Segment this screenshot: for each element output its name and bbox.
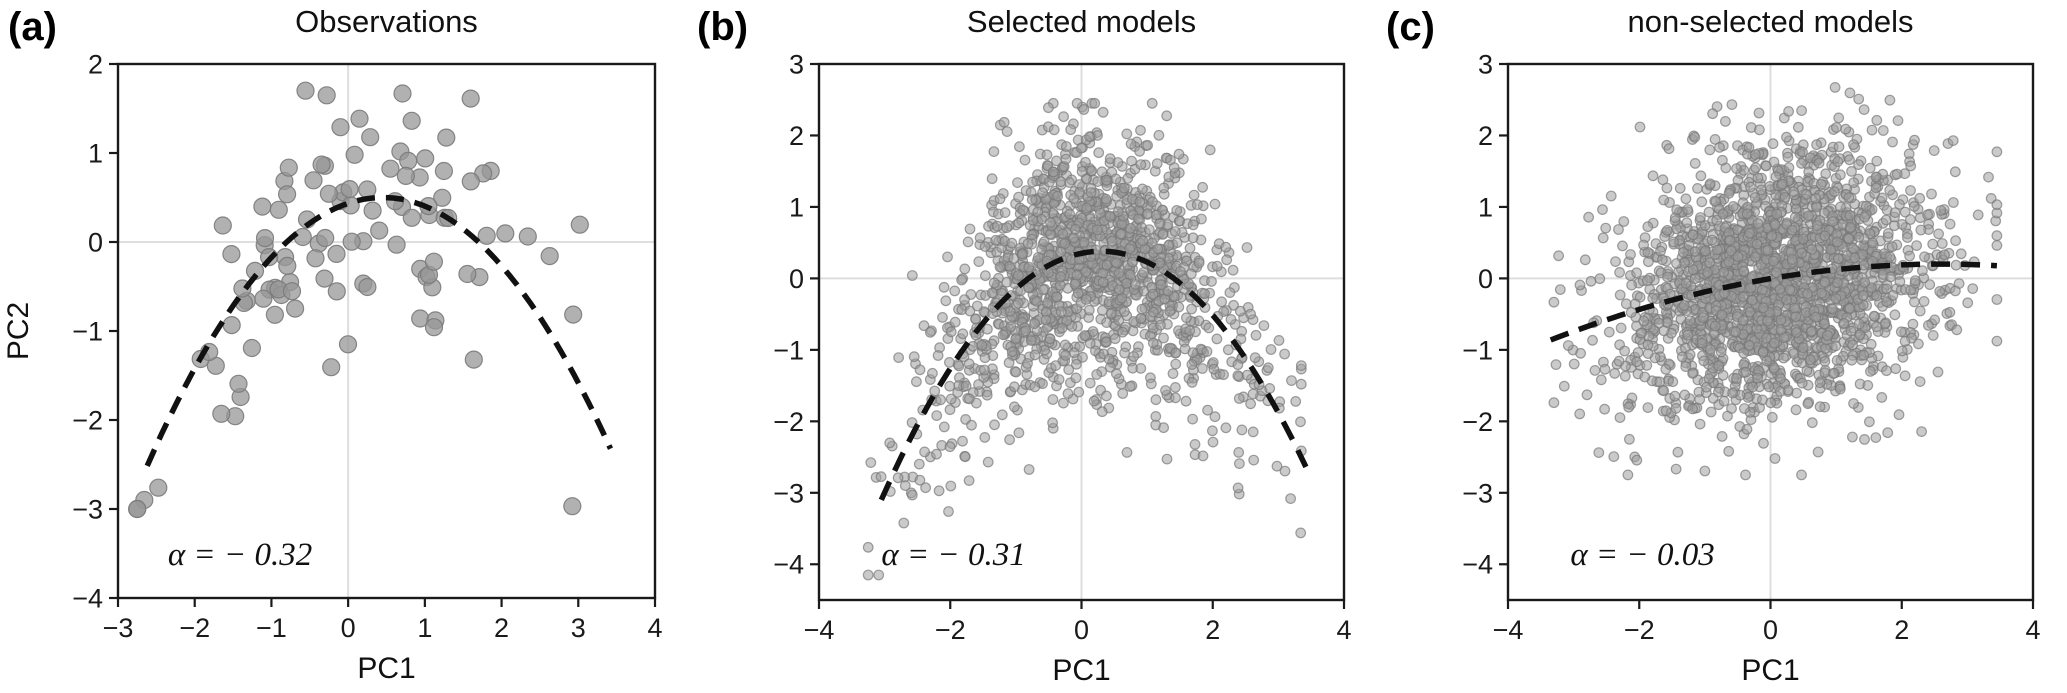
tick-labels: −4 −2 0 2 4 −4 −3 −2 −1 0 1 2 3 (773, 49, 1351, 645)
svg-text:−1: −1 (1462, 335, 1493, 365)
panel-observations: −3 −2 −1 0 1 2 3 4 −4 −3 −2 −1 0 1 2 (a) Observations … (0, 0, 689, 693)
axis-ticks (109, 62, 657, 607)
svg-text:−3: −3 (1462, 478, 1493, 508)
plot-generated-2: −4 −2 0 2 4 −4 −3 −2 −1 0 1 2 3 (1462, 49, 2040, 645)
svg-text:−1: −1 (72, 316, 103, 346)
svg-text:1: 1 (88, 138, 103, 168)
scatter-points (862, 97, 1307, 581)
svg-text:2: 2 (494, 613, 509, 643)
svg-text:2: 2 (789, 121, 804, 151)
svg-text:0: 0 (1478, 264, 1493, 294)
svg-text:−1: −1 (256, 613, 287, 643)
svg-text:2: 2 (88, 49, 103, 79)
svg-text:0: 0 (1074, 615, 1089, 645)
svg-text:−4: −4 (804, 615, 835, 645)
svg-text:−2: −2 (179, 613, 210, 643)
trend-curve (878, 248, 1309, 502)
svg-text:2: 2 (1478, 121, 1493, 151)
svg-text:−4: −4 (1493, 615, 1524, 645)
svg-text:−3: −3 (773, 478, 804, 508)
alpha-annotation-0: α = − 0.32 (168, 537, 312, 573)
svg-text:1: 1 (417, 613, 432, 643)
panel-non-selected-models: −4 −2 0 2 4 −4 −3 −2 −1 0 1 2 3 (c) non-selected mod… (1378, 0, 2067, 693)
panel-letter-a: (a) (8, 5, 57, 49)
panel-selected-models: −4 −2 0 2 4 −4 −3 −2 −1 0 1 2 3 (b) Selected models … (689, 0, 1378, 693)
scatter-points (1548, 81, 2003, 481)
plot-title-1: Selected models (967, 4, 1196, 39)
svg-text:1: 1 (1478, 192, 1493, 222)
svg-text:−2: −2 (1462, 407, 1493, 437)
svg-text:4: 4 (2025, 615, 2040, 645)
scatter-points (128, 81, 589, 519)
svg-text:1: 1 (789, 192, 804, 222)
svg-text:2: 2 (1205, 615, 1220, 645)
y-axis-label-0: PC2 (2, 302, 35, 360)
svg-text:−2: −2 (72, 405, 103, 435)
svg-text:−3: −3 (72, 494, 103, 524)
plot-title-2: non-selected models (1627, 4, 1913, 39)
svg-text:−4: −4 (1462, 550, 1493, 580)
svg-text:2: 2 (1894, 615, 1909, 645)
svg-text:4: 4 (1336, 615, 1351, 645)
svg-text:−3: −3 (103, 613, 134, 643)
alpha-annotation-2: α = − 0.03 (1570, 537, 1714, 573)
x-axis-label-0: PC1 (357, 652, 415, 685)
axis-ticks (810, 62, 1346, 609)
scatter-plot-non-selected-models: −4 −2 0 2 4 −4 −3 −2 −1 0 1 2 3 (c) non-selected mod… (1386, 4, 2041, 687)
svg-text:3: 3 (1478, 49, 1493, 79)
alpha-annotation-1: α = − 0.31 (881, 537, 1025, 573)
x-axis-label-1: PC1 (1052, 654, 1110, 687)
axis-ticks (1499, 62, 2035, 609)
plot-generated-1: −4 −2 0 2 4 −4 −3 −2 −1 0 1 2 3 (773, 49, 1351, 645)
panel-letter-c: (c) (1386, 5, 1435, 49)
svg-text:−4: −4 (72, 583, 103, 613)
svg-text:0: 0 (1763, 615, 1778, 645)
plot-title-0: Observations (295, 4, 478, 39)
svg-text:4: 4 (647, 613, 662, 643)
svg-text:3: 3 (789, 49, 804, 79)
svg-text:−2: −2 (773, 407, 804, 437)
svg-text:−4: −4 (773, 550, 804, 580)
panel-letter-b: (b) (697, 5, 748, 49)
svg-text:0: 0 (341, 613, 356, 643)
svg-text:−2: −2 (935, 615, 966, 645)
trend-curve (144, 194, 613, 468)
tick-labels: −4 −2 0 2 4 −4 −3 −2 −1 0 1 2 3 (1462, 49, 2040, 645)
svg-text:0: 0 (88, 227, 103, 257)
trend-curve (1549, 261, 1998, 343)
svg-text:−2: −2 (1624, 615, 1655, 645)
x-axis-label-2: PC1 (1741, 654, 1799, 687)
svg-text:3: 3 (571, 613, 586, 643)
svg-text:0: 0 (789, 264, 804, 294)
svg-text:−1: −1 (773, 335, 804, 365)
